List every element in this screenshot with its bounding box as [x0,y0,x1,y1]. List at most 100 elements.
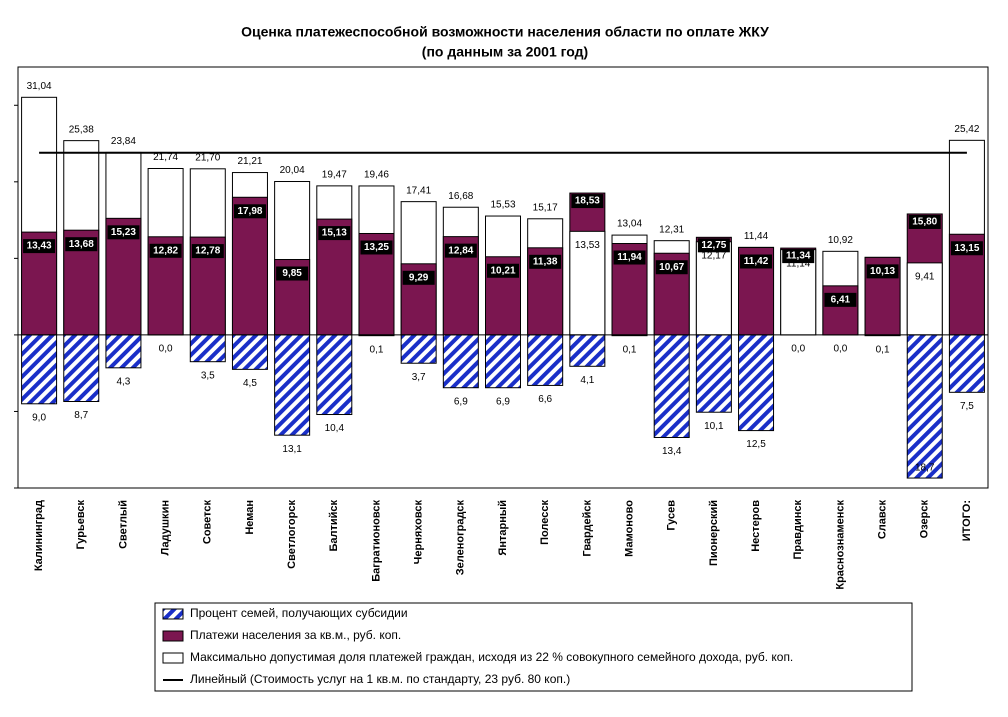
payment-label-box [402,270,435,285]
max-value-label: 17,41 [406,185,431,196]
payment-value-label: 10,67 [659,262,684,273]
payment-value-label: 11,94 [617,252,642,263]
bar [189,334,226,363]
x-tick-label: Нестеров [750,500,762,552]
subsidy-value-label: 4,3 [116,376,130,387]
plot-frame [17,66,989,489]
payment-value-label: 10,21 [490,265,515,276]
max-value-label: 13,53 [575,240,600,251]
subsidy-value-label: 10,1 [704,421,724,432]
bar [906,334,943,479]
x-tick-label: ИТОГО: [961,500,973,541]
subsidy-value-label: 6,9 [496,396,510,407]
max-value-label: 15,17 [533,202,558,213]
payment-label-box [276,266,309,281]
subsidy-value-label: 0,0 [791,344,805,355]
payment-label-box [613,250,646,265]
bar [231,196,268,336]
x-tick-label: Гурьевск [75,500,87,550]
x-tick-label: Неман [244,500,256,535]
x-tick-label: Славск [876,500,888,540]
x-tick-label: Калининград [33,500,45,571]
payment-value-label: 11,34 [786,251,811,262]
chart-subtitle: (по данным за 2001 год) [422,44,588,60]
x-tick-label: Мамоново [623,500,635,557]
subsidy-value-label: 12,5 [746,439,766,450]
bar [738,334,775,432]
max-value-label: 10,92 [828,235,853,246]
x-tick-label: Краснознаменск [834,500,846,590]
legend-label: Линейный (Стоимость услуг на 1 кв.м. по … [190,672,570,686]
subsidy-value-label: 13,4 [662,446,682,457]
max-value-label: 11,44 [744,231,769,242]
payment-value-label: 13,15 [954,243,979,254]
payment-label-box [191,244,224,259]
x-tick-label: Гвардейск [581,500,593,557]
payment-label-box [65,237,98,252]
payment-value-label: 15,80 [912,217,937,228]
x-tick-label: Полесск [539,500,551,545]
payment-value-label: 15,23 [111,227,136,238]
x-tick-label: Советск [202,500,214,545]
payment-label-box [782,249,815,264]
max-value-label: 13,04 [617,219,642,230]
bar [653,334,690,438]
x-tick-label: Балтийск [328,500,340,552]
chart-title: Оценка платежеспособной возможности насе… [241,24,769,40]
payment-label-box [655,260,688,275]
subsidy-value-label: 4,1 [580,375,594,386]
legend-swatch [162,608,184,620]
max-value-label: 16,68 [448,191,473,202]
subsidy-value-label: 7,5 [960,401,974,412]
subsidy-value-label: 4,5 [243,378,257,389]
x-tick-label: Гусев [666,500,678,531]
x-tick-label: Пионерский [708,500,720,566]
subsidy-value-label: 0,1 [876,344,890,355]
max-value-label: 25,42 [954,124,979,135]
bar [906,262,943,336]
payment-value-label: 17,98 [237,206,262,217]
bar [21,334,58,405]
payment-label-box [360,240,393,255]
payment-label-box [529,254,562,269]
payment-label-box [233,204,266,219]
bar [569,334,606,367]
payment-label-box [824,292,857,307]
payment-value-label: 11,38 [533,256,558,267]
subsidy-value-label: 0,0 [159,344,173,355]
subsidy-value-label: 6,6 [538,394,552,405]
bar [316,334,353,416]
bar [527,334,564,386]
bar [105,334,142,369]
payment-label-box [444,243,477,258]
payment-label-box [908,214,941,229]
subsidy-value-label: 9,0 [32,412,46,423]
legend-label: Платежи населения за кв.м., руб. коп. [190,628,401,642]
legend-box [154,602,913,692]
payment-value-label: 9,85 [282,268,302,279]
legend-swatch [162,630,184,642]
bar [442,334,479,389]
subsidy-value-label: 3,7 [412,372,426,383]
payment-label-box [487,263,519,278]
payment-value-label: 12,75 [701,240,726,251]
max-value-label: 12,17 [701,250,726,261]
payment-value-label: 12,82 [153,245,178,256]
subsidy-value-label: 6,9 [454,396,468,407]
bar [948,334,985,393]
subsidy-value-label: 8,7 [74,410,88,421]
x-tick-label: Багратионовск [370,500,382,582]
payment-value-label: 12,78 [195,246,220,257]
max-value-label: 21,70 [195,152,220,163]
subsidy-value-label: 0,1 [623,344,637,355]
x-tick-label: Ладушкин [160,500,172,555]
payment-label-box [149,243,182,258]
bar [569,230,606,336]
payment-value-label: 13,43 [27,241,52,252]
payment-label-box [318,226,351,241]
payment-value-label: 13,25 [364,242,389,253]
max-value-label: 19,47 [322,170,347,181]
x-tick-label: Светлый [117,500,129,549]
max-value-label: 15,53 [490,200,515,211]
max-value-label: 31,04 [27,81,52,92]
